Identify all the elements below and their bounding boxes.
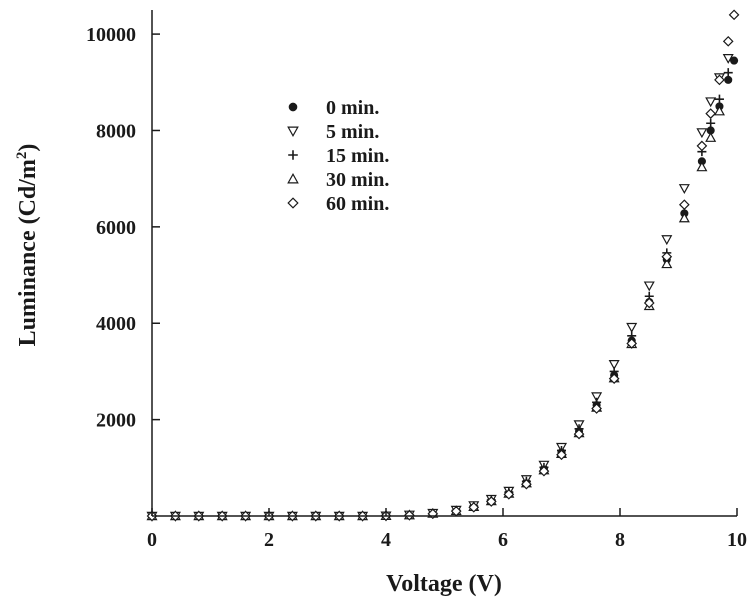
data-point — [573, 428, 585, 440]
axis-layer: 0 2 4 6 8 10 2000 4000 6000 8000 10000 — [86, 24, 747, 551]
y-tick-label: 4000 — [96, 313, 136, 335]
data-point — [661, 251, 673, 263]
data-point — [661, 258, 673, 269]
data-point — [485, 496, 497, 507]
data-point — [626, 322, 638, 333]
data-point — [608, 360, 620, 370]
x-tick-label: 4 — [381, 529, 391, 551]
data-point — [705, 97, 717, 108]
data-point — [678, 212, 690, 223]
data-point — [696, 140, 708, 152]
data-point — [679, 199, 690, 211]
data-point — [626, 338, 638, 349]
data-point — [713, 105, 725, 116]
legend-marker — [288, 102, 298, 112]
y-axis-title-main: Luminance (Cd/m — [15, 159, 41, 346]
data-point — [714, 94, 724, 104]
y-tick-label: 10000 — [86, 24, 136, 46]
data-point — [591, 403, 602, 414]
data-point — [697, 157, 706, 166]
legend-label: 60 min. — [326, 193, 389, 215]
data-point — [556, 449, 567, 461]
data-point — [521, 478, 532, 490]
data-point — [723, 68, 733, 78]
data-point — [591, 392, 603, 403]
data-point — [503, 488, 515, 500]
data-point — [468, 501, 480, 513]
x-tick-label: 8 — [615, 529, 625, 551]
data-point — [696, 161, 708, 172]
x-tick-label: 6 — [498, 529, 508, 551]
data-point — [728, 9, 740, 21]
x-tick-label: 2 — [264, 529, 274, 551]
legend-label: 0 min. — [326, 97, 379, 119]
data-point — [714, 74, 725, 86]
y-tick-label: 6000 — [96, 217, 136, 239]
legend: 0 min.5 min.15 min.30 min.60 min. — [287, 97, 389, 215]
data-point — [643, 297, 655, 309]
data-point — [678, 184, 690, 195]
data-point — [730, 56, 739, 65]
data-point — [724, 75, 733, 84]
data-point — [706, 126, 715, 135]
x-tick-label: 0 — [147, 529, 157, 551]
data-point — [661, 235, 673, 246]
data-point — [696, 128, 708, 139]
legend-marker — [287, 197, 299, 209]
legend-label: 30 min. — [326, 169, 389, 191]
legend-marker — [287, 172, 299, 184]
data-point — [722, 35, 734, 47]
data-point — [608, 373, 620, 385]
legend-marker — [287, 126, 299, 138]
data-point — [538, 465, 550, 477]
y-axis-title: Luminance (Cd/m2) — [14, 144, 41, 347]
legend-marker — [288, 150, 298, 160]
legend-label: 5 min. — [326, 121, 379, 143]
series-4 — [146, 9, 740, 522]
data-point — [706, 118, 716, 128]
x-axis-title: Voltage (V) — [386, 571, 502, 597]
y-axis-title-superscript: 2 — [14, 152, 30, 160]
data-point — [705, 131, 717, 142]
x-tick-label: 10 — [727, 529, 747, 551]
y-tick-label: 8000 — [96, 120, 136, 142]
y-tick-label: 2000 — [96, 410, 136, 432]
data-point — [705, 108, 717, 119]
data-point — [643, 281, 655, 292]
y-axis-title-close: ) — [15, 144, 41, 152]
data-point — [722, 53, 734, 64]
legend-label: 15 min. — [326, 145, 389, 167]
